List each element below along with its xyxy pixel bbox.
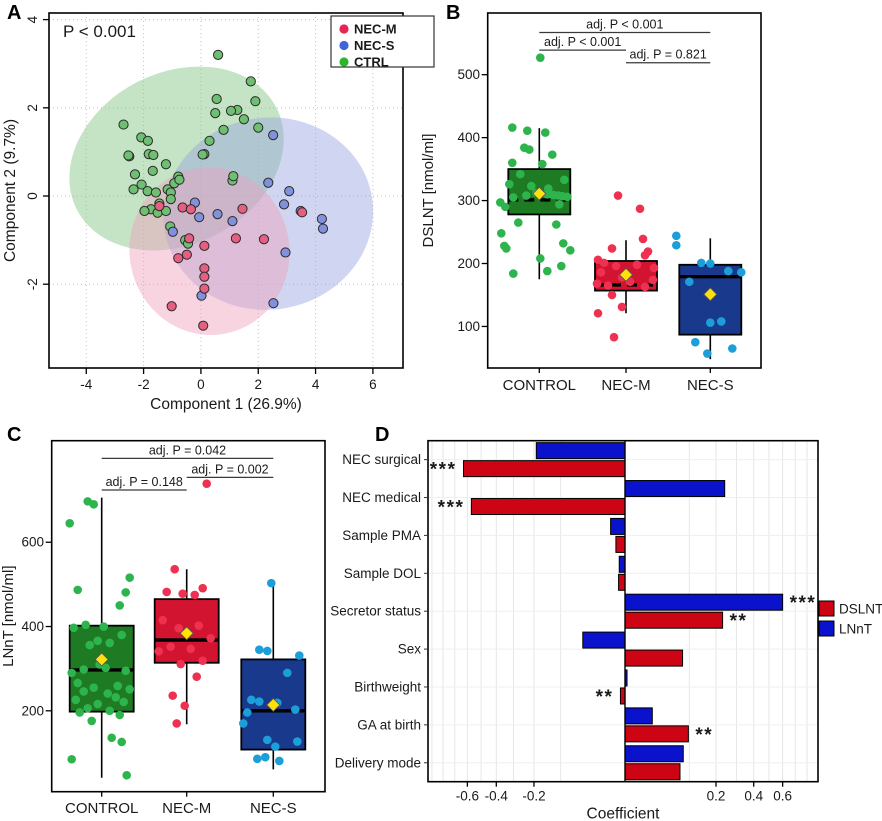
svg-text:0.4: 0.4: [744, 789, 763, 804]
panel-d-coefficient-bars: ***************-0.6 -0.4 -0.2 0.2 0.4 0.6NEC …: [330, 439, 882, 821]
svg-text:adj. P = 0.042: adj. P = 0.042: [149, 443, 226, 457]
axes: -4 -2 0 2 4 6 -2 0 2 4 Component 1 (26.9%) Componen…: [2, 15, 377, 413]
svg-text:300: 300: [457, 193, 480, 208]
svg-text:0: 0: [197, 377, 205, 392]
panel-label-d: D: [375, 424, 390, 446]
svg-text:***: ***: [438, 498, 465, 519]
svg-text:adj. P < 0.001: adj. P < 0.001: [544, 35, 621, 49]
svg-text:100: 100: [457, 319, 480, 334]
scatter-points: [118, 49, 329, 331]
svg-text:0.2: 0.2: [707, 789, 726, 804]
svg-text:**: **: [596, 687, 614, 708]
axes: -0.6 -0.4 -0.2 0.2 0.4 0.6 NEC surgical NEC med…: [330, 452, 792, 821]
svg-text:Coefficient: Coefficient: [587, 806, 661, 821]
svg-text:500: 500: [457, 67, 480, 82]
jitter-points: [65, 497, 134, 780]
panel-label-a: A: [7, 2, 22, 24]
svg-text:0.6: 0.6: [773, 789, 792, 804]
mean-diamond: [266, 697, 281, 713]
svg-text:***: ***: [430, 460, 457, 481]
svg-text:LNnT [nmol/ml]: LNnT [nmol/ml]: [0, 565, 17, 666]
panel-label-c: C: [7, 424, 22, 446]
panel-a-plsda-scatter: -4 -2 0 2 4 6 -2 0 2 4 Component 1 (26.9%) Componen…: [2, 12, 435, 413]
mean-diamond: [618, 267, 634, 282]
svg-text:P < 0.001: P < 0.001: [63, 22, 136, 41]
svg-text:**: **: [730, 611, 748, 632]
svg-text:-2: -2: [138, 377, 150, 392]
svg-text:2: 2: [25, 104, 40, 112]
svg-text:adj. P = 0.002: adj. P = 0.002: [191, 462, 268, 476]
svg-text:NEC surgical: NEC surgical: [342, 452, 421, 467]
svg-text:NEC-M: NEC-M: [601, 377, 650, 394]
svg-text:CONTROL: CONTROL: [503, 377, 576, 394]
jitter-points: [154, 479, 215, 728]
mean-diamond: [94, 652, 109, 667]
gridlines: [428, 440, 818, 782]
svg-text:Delivery mode: Delivery mode: [335, 755, 421, 770]
svg-text:**: **: [695, 725, 713, 746]
svg-text:4: 4: [312, 377, 320, 392]
svg-text:Birthweight: Birthweight: [354, 679, 421, 694]
legend: DSLNT LNnT: [818, 600, 882, 637]
svg-text:200: 200: [21, 703, 44, 718]
comparison-brackets: adj. P = 0.042 adj. P = 0.002 adj. P = 0.1…: [101, 443, 274, 491]
mean-diamond: [532, 186, 547, 201]
svg-text:400: 400: [21, 619, 44, 634]
svg-text:NEC-S: NEC-S: [354, 38, 395, 53]
svg-text:adj. P = 0.821: adj. P = 0.821: [630, 48, 707, 62]
p-value-annotation: P < 0.001: [63, 22, 136, 41]
axes: 100 200 300 400 500 CONTROL NEC-M NEC-S DSLNT [n…: [420, 67, 734, 394]
svg-text:NEC-S: NEC-S: [250, 800, 297, 817]
svg-text:NEC-M: NEC-M: [354, 22, 397, 37]
svg-text:CONTROL: CONTROL: [65, 800, 138, 817]
svg-text:200: 200: [457, 256, 480, 271]
svg-text:-0.4: -0.4: [485, 789, 509, 804]
svg-text:Component 1 (26.9%): Component 1 (26.9%): [150, 396, 302, 413]
mean-diamond: [179, 626, 194, 641]
svg-text:400: 400: [457, 130, 480, 145]
svg-text:adj. P < 0.001: adj. P < 0.001: [586, 18, 663, 32]
svg-text:Sample PMA: Sample PMA: [342, 528, 421, 543]
boxes: [496, 53, 746, 360]
jitter-points: [672, 231, 746, 358]
comparison-brackets: adj. P < 0.001 adj. P < 0.001 adj. P = 0.8…: [539, 18, 711, 64]
svg-text:600: 600: [21, 535, 44, 550]
svg-text:-2: -2: [25, 278, 40, 290]
svg-text:CTRL: CTRL: [354, 55, 389, 70]
svg-text:Component 2 (9.7%): Component 2 (9.7%): [2, 119, 19, 262]
svg-text:6: 6: [369, 377, 377, 392]
svg-text:Secretor status: Secretor status: [330, 604, 421, 619]
svg-text:DSLNT [nmol/ml]: DSLNT [nmol/ml]: [420, 134, 437, 248]
significance-stars: ***************: [430, 460, 817, 746]
jitter-points: [496, 53, 575, 278]
svg-text:-4: -4: [80, 377, 92, 392]
panel-b-dslnt-boxplot: 100 200 300 400 500 CONTROL NEC-M NEC-S DSLNT [n…: [420, 12, 762, 394]
panel-c-lnnt-boxplot: 200 400 600 CONTROL NEC-M NEC-S LNnT [nmol/ml]…: [0, 439, 326, 817]
svg-text:4: 4: [25, 15, 40, 23]
mean-diamond: [703, 287, 718, 302]
boxes: [65, 479, 307, 780]
svg-text:-0.2: -0.2: [522, 789, 545, 804]
coefficient-bars: [462, 442, 784, 781]
svg-text:GA at birth: GA at birth: [357, 717, 421, 732]
svg-text:-0.6: -0.6: [456, 789, 479, 804]
jitter-points: [239, 578, 304, 766]
svg-text:DSLNT: DSLNT: [839, 602, 882, 617]
svg-text:2: 2: [254, 377, 262, 392]
svg-text:Sample DOL: Sample DOL: [344, 566, 422, 581]
axes: 200 400 600 CONTROL NEC-M NEC-S LNnT [nmol/ml]: [0, 535, 297, 817]
svg-text:LNnT: LNnT: [839, 622, 872, 637]
svg-text:***: ***: [790, 593, 817, 614]
svg-text:Sex: Sex: [398, 642, 422, 657]
panel-label-b: B: [446, 2, 461, 24]
svg-text:adj. P = 0.148: adj. P = 0.148: [106, 475, 183, 489]
svg-text:NEC medical: NEC medical: [342, 490, 421, 505]
svg-text:0: 0: [25, 192, 40, 200]
svg-text:NEC-S: NEC-S: [687, 377, 734, 394]
svg-text:NEC-M: NEC-M: [162, 800, 211, 817]
